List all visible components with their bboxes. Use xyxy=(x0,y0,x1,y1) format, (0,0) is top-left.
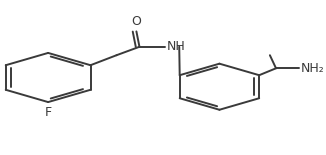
Text: O: O xyxy=(131,15,141,28)
Text: NH₂: NH₂ xyxy=(301,62,324,75)
Text: F: F xyxy=(45,106,52,119)
Text: NH: NH xyxy=(167,40,186,53)
